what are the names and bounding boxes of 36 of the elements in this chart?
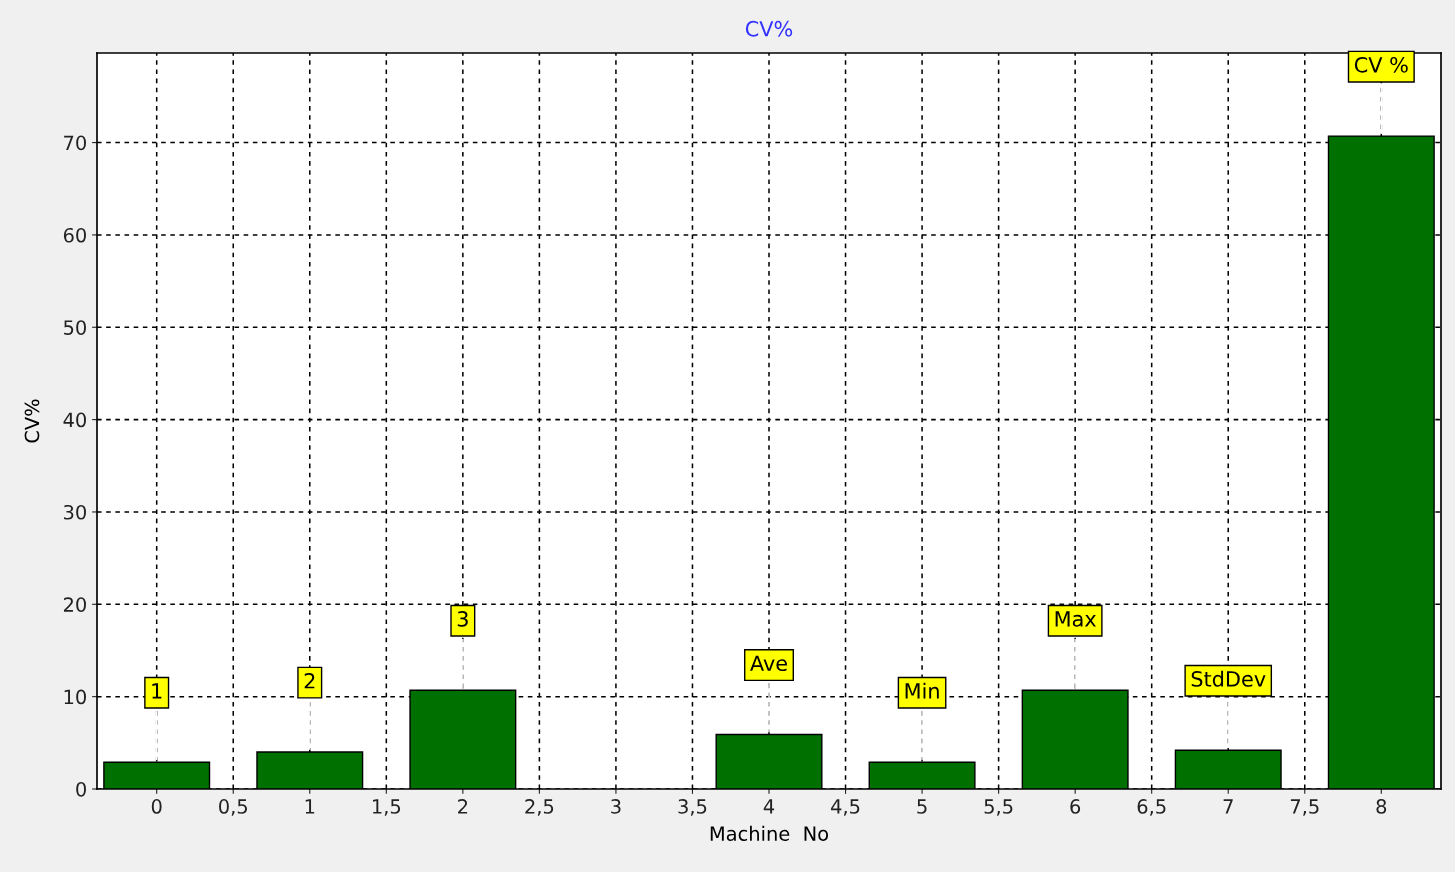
x-tick-label: 1 bbox=[305, 799, 315, 814]
x-tick-label: 2,5 bbox=[525, 799, 554, 816]
x-tick-label: 5,5 bbox=[984, 799, 1013, 816]
x-tick-label: 7 bbox=[1223, 799, 1233, 814]
x-tick-label: 4 bbox=[763, 799, 775, 814]
y-tick-label: 60 bbox=[63, 227, 86, 243]
x-tick-label: 6 bbox=[1070, 799, 1081, 814]
x-axis-title: Machine No bbox=[710, 825, 829, 841]
x-tick-label: 6,5 bbox=[1137, 799, 1166, 816]
annotation: StdDev bbox=[1191, 670, 1266, 687]
y-tick-label: 20 bbox=[63, 597, 86, 612]
annotation: Max bbox=[1055, 611, 1096, 627]
x-tick-label: 0,5 bbox=[219, 799, 247, 816]
x-tick-label: 1,5 bbox=[372, 799, 401, 816]
x-tick-label: 4,5 bbox=[831, 799, 860, 816]
x-tick-label: 7,5 bbox=[1290, 799, 1319, 816]
annotation: 3 bbox=[457, 611, 468, 627]
annotation: 1 bbox=[152, 683, 162, 699]
y-tick-label: 40 bbox=[63, 412, 86, 428]
x-tick-label: 0 bbox=[151, 799, 162, 814]
annotation: CV % bbox=[1354, 56, 1408, 73]
annotation: 2 bbox=[304, 672, 315, 689]
y-axis-title: CV% bbox=[24, 399, 40, 443]
annotation: Min bbox=[905, 682, 939, 699]
chart-title: CV% bbox=[745, 20, 793, 37]
y-tick-label: 50 bbox=[64, 320, 86, 335]
x-tick-label: 5 bbox=[917, 799, 927, 814]
x-tick-label: 3 bbox=[611, 799, 621, 814]
x-tick-label: 3,5 bbox=[678, 799, 707, 816]
annotation: Ave bbox=[750, 655, 787, 672]
x-tick-label: 8 bbox=[1376, 799, 1387, 814]
y-tick-label: 70 bbox=[64, 135, 86, 151]
y-tick-label: 30 bbox=[64, 504, 86, 520]
y-tick-label: 10 bbox=[64, 689, 86, 705]
x-tick-label: 2 bbox=[458, 799, 468, 814]
y-tick-label: 0 bbox=[76, 781, 86, 797]
